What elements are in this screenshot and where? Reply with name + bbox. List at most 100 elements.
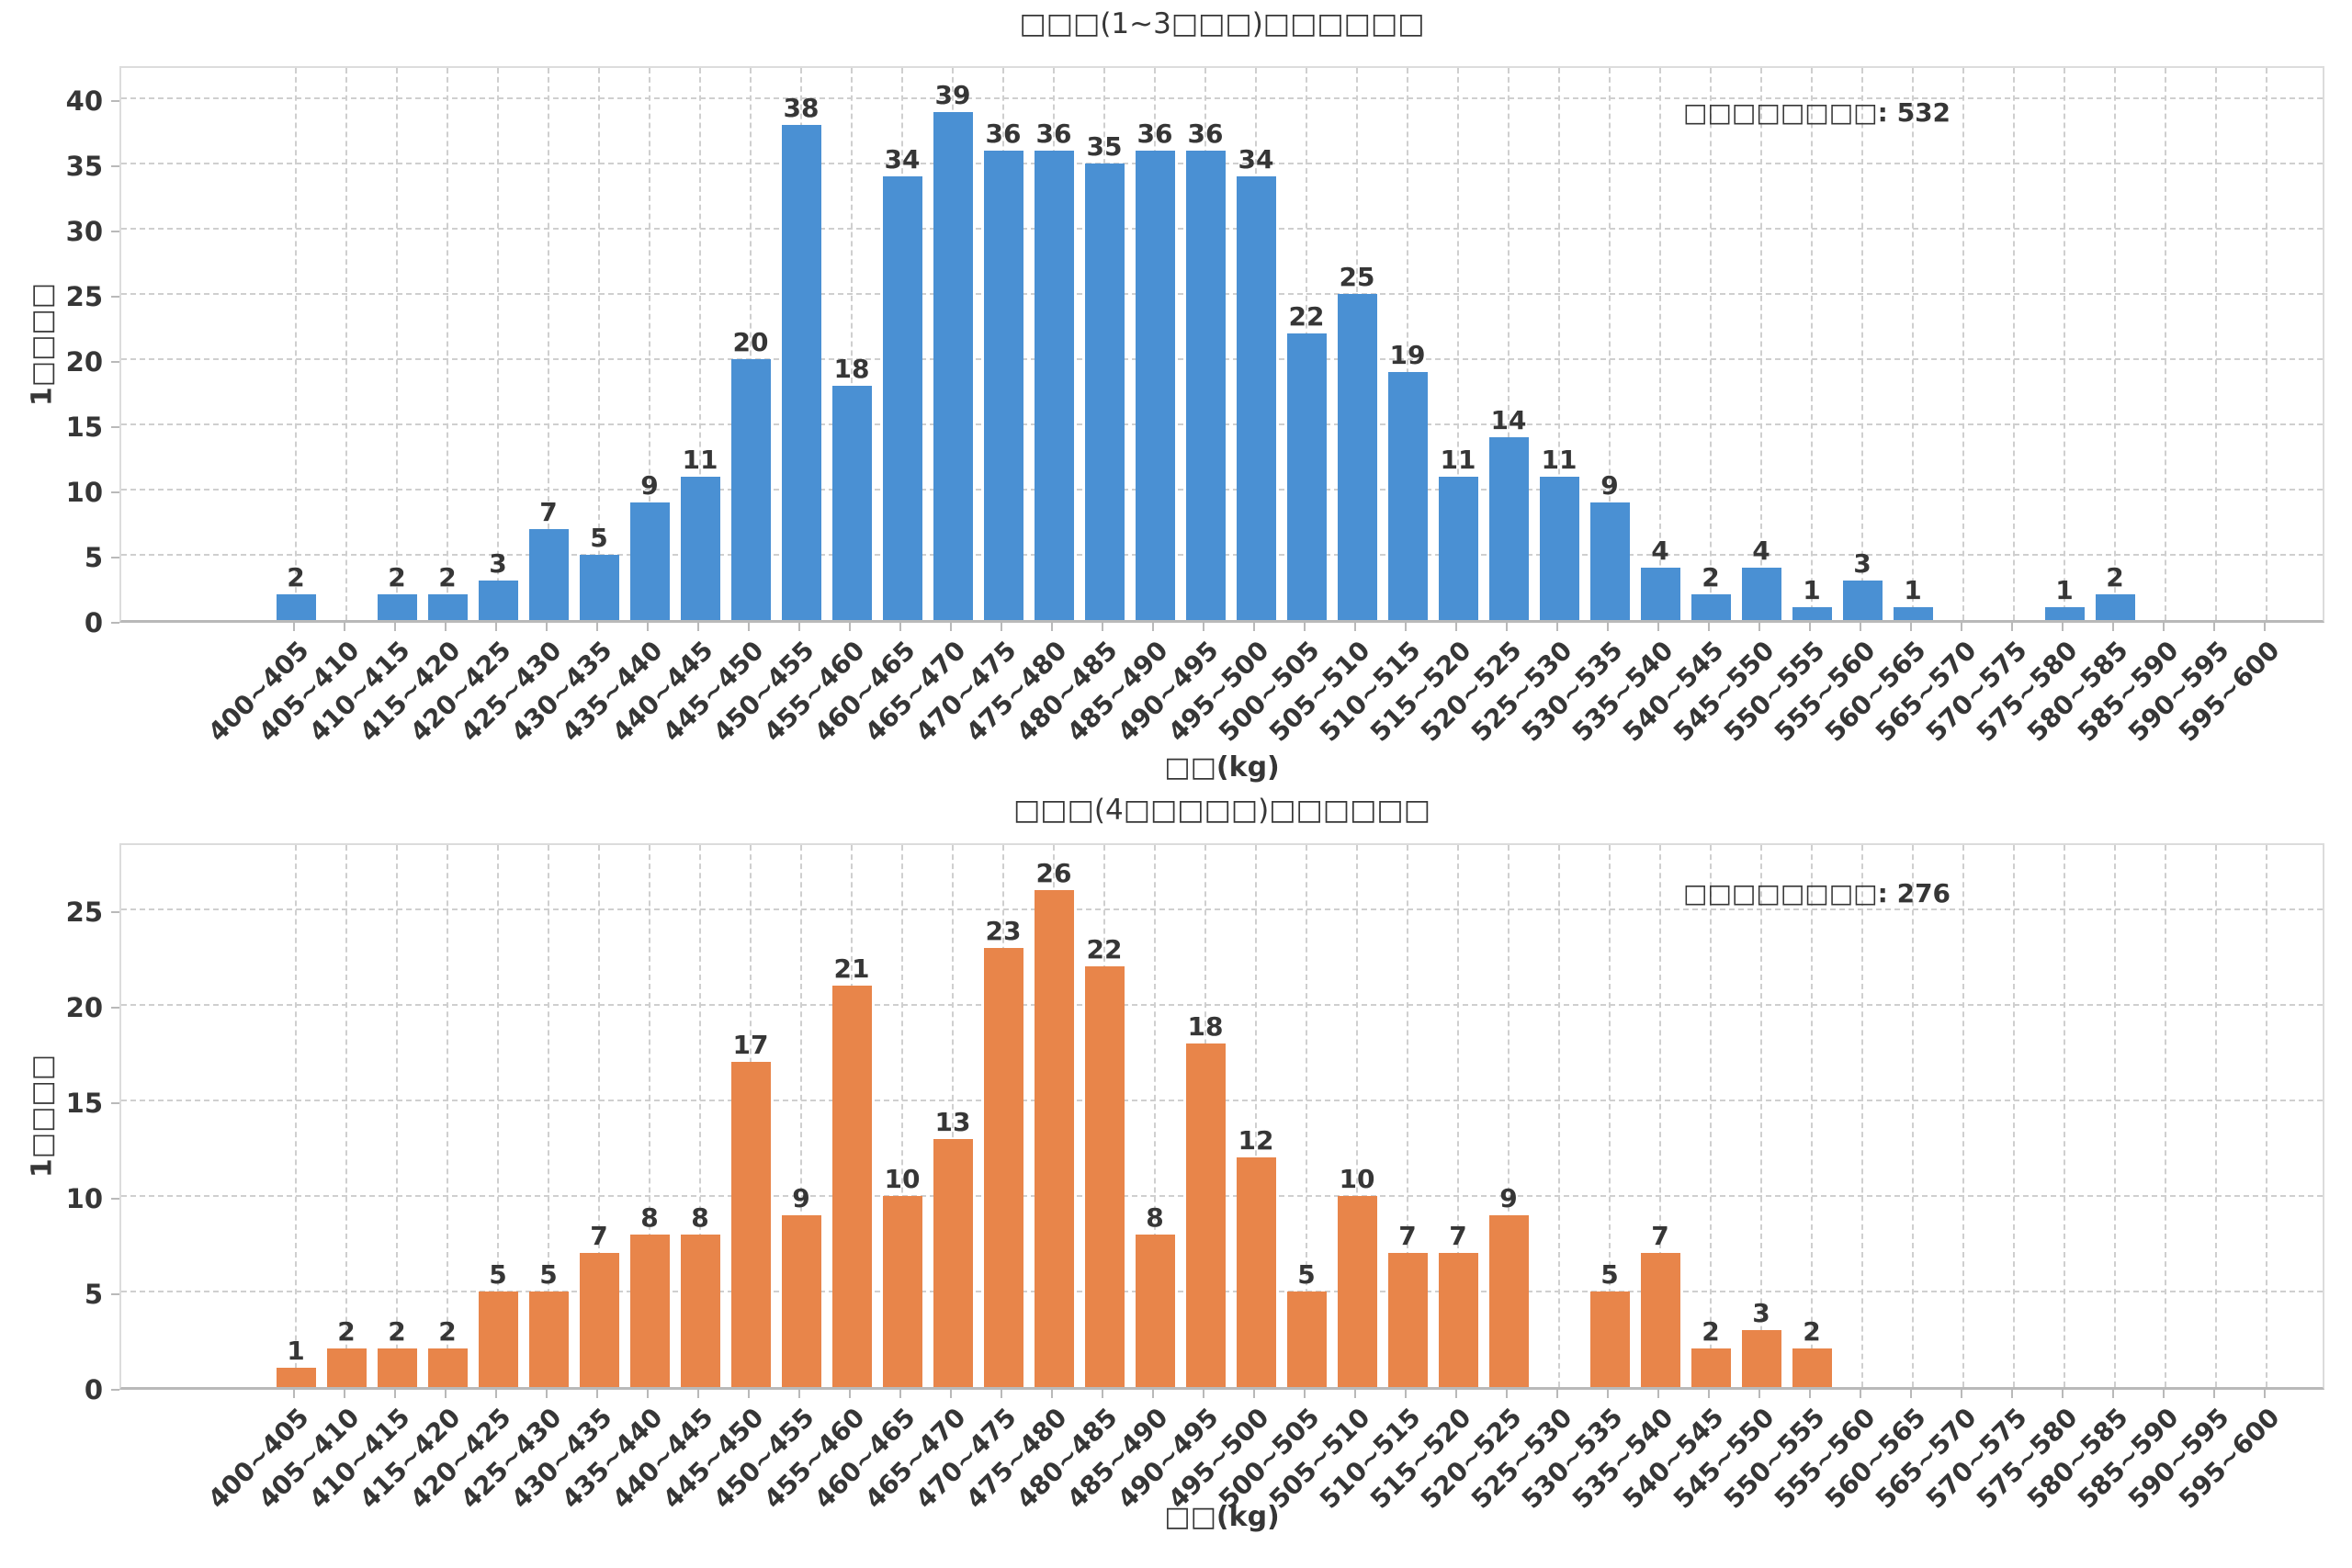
- x-tick-mark: [2011, 1390, 2013, 1398]
- gridline-vertical: [649, 68, 650, 620]
- x-tick-label: 565~570: [1870, 1402, 1983, 1515]
- bar-value-label: 8: [1146, 1201, 1164, 1233]
- x-tick-mark: [1758, 1390, 1760, 1398]
- bar: [579, 1253, 619, 1387]
- x-tick-mark: [849, 1390, 851, 1398]
- bar: [1034, 890, 1074, 1387]
- x-tick-label: 465~470: [859, 1402, 972, 1515]
- bar: [680, 476, 720, 620]
- gridline-vertical: [2215, 68, 2217, 620]
- bar: [427, 593, 468, 620]
- x-tick-mark: [596, 623, 598, 631]
- x-tick-mark: [344, 1390, 345, 1398]
- bar: [326, 1348, 367, 1387]
- x-tick-mark: [2264, 1390, 2266, 1398]
- x-tick-label: 400~405: [202, 1402, 315, 1515]
- x-tick-label: 540~545: [1617, 635, 1730, 748]
- bar: [1034, 151, 1074, 620]
- bar: [1893, 606, 1933, 620]
- gridline-vertical: [1255, 68, 1257, 620]
- x-tick-mark: [2112, 623, 2114, 631]
- bar: [1842, 581, 1883, 620]
- bar-value-label: 8: [640, 1201, 659, 1233]
- gridline-vertical: [1508, 845, 1510, 1387]
- gridline-vertical: [1508, 68, 1510, 620]
- gridline-vertical: [2114, 845, 2116, 1387]
- x-tick-label: 435~440: [556, 1402, 669, 1515]
- bar-value-label: 4: [1752, 536, 1770, 567]
- x-tick-label: 495~500: [1162, 1402, 1275, 1515]
- bar-value-label: 36: [985, 118, 1022, 150]
- x-tick-label: 550~555: [1718, 635, 1831, 748]
- gridline-horizontal: [121, 1290, 2323, 1292]
- bar: [1438, 476, 1478, 620]
- x-tick-mark: [344, 623, 345, 631]
- x-tick-label: 505~510: [1263, 1402, 1376, 1515]
- gridline-vertical: [1103, 845, 1105, 1387]
- bar-value-label: 7: [539, 496, 558, 527]
- gridline-horizontal: [121, 358, 2323, 361]
- gridline-vertical: [1861, 845, 1863, 1387]
- bar-value-label: 2: [1702, 1316, 1720, 1348]
- bar-value-label: 25: [1339, 262, 1375, 293]
- bar-value-label: 20: [732, 327, 769, 358]
- bar-value-label: 22: [1288, 300, 1325, 332]
- bar: [276, 1368, 316, 1387]
- gridline-vertical: [1103, 68, 1105, 620]
- bar: [1286, 333, 1327, 620]
- gridline-vertical: [1204, 845, 1206, 1387]
- x-tick-mark: [697, 1390, 699, 1398]
- bar: [680, 1234, 720, 1387]
- x-tick-mark: [1102, 1390, 1103, 1398]
- bar-value-label: 2: [2106, 561, 2124, 592]
- bar: [1589, 1291, 1630, 1387]
- x-tick-mark: [596, 1390, 598, 1398]
- gridline-horizontal: [121, 228, 2323, 231]
- x-tick-label: 465~470: [859, 635, 972, 748]
- gridline-vertical: [851, 68, 853, 620]
- gridline-vertical: [1609, 68, 1611, 620]
- bar: [781, 124, 821, 620]
- x-tick-mark: [899, 623, 901, 631]
- x-tick-label: 415~420: [354, 1402, 467, 1515]
- x-tick-label: 595~600: [2173, 1402, 2286, 1515]
- y-tick-mark: [111, 1292, 119, 1295]
- bar-value-label: 2: [388, 1316, 406, 1348]
- bar-value-label: 1: [1904, 574, 1922, 605]
- chart-top-total-annotation: □□□□□□□□: 532: [1683, 97, 1951, 128]
- gridline-vertical: [1760, 845, 1762, 1387]
- x-tick-label: 410~415: [303, 635, 416, 748]
- gridline-vertical: [1053, 68, 1055, 620]
- bar: [1438, 1253, 1478, 1387]
- y-tick-mark: [111, 165, 119, 168]
- x-tick-mark: [1304, 1390, 1306, 1398]
- x-tick-label: 450~455: [707, 635, 820, 748]
- gridline-vertical: [598, 68, 600, 620]
- gridline-vertical: [1356, 845, 1358, 1387]
- gridline-vertical: [1407, 68, 1408, 620]
- bar: [2044, 606, 2085, 620]
- gridline-vertical: [497, 845, 499, 1387]
- gridline-vertical: [1407, 845, 1408, 1387]
- bar: [579, 555, 619, 620]
- x-tick-label: 525~530: [1465, 1402, 1578, 1515]
- bar: [1539, 476, 1579, 620]
- gridline-vertical: [1306, 845, 1307, 1387]
- gridline-vertical: [1659, 68, 1661, 620]
- x-tick-label: 455~460: [758, 1402, 871, 1515]
- chart-bottom-y-axis-label-text: 1□□□□: [26, 1054, 59, 1179]
- x-tick-label: 500~505: [1213, 1402, 1326, 1515]
- y-tick-mark: [111, 1197, 119, 1200]
- bar: [629, 502, 670, 620]
- x-tick-mark: [1506, 1390, 1508, 1398]
- gridline-vertical: [1053, 845, 1055, 1387]
- gridline-vertical: [295, 845, 297, 1387]
- x-tick-mark: [1051, 623, 1053, 631]
- y-tick-mark: [111, 1101, 119, 1104]
- gridline-vertical: [800, 68, 802, 620]
- bar-value-label: 2: [1702, 561, 1720, 592]
- bar: [1185, 1043, 1226, 1387]
